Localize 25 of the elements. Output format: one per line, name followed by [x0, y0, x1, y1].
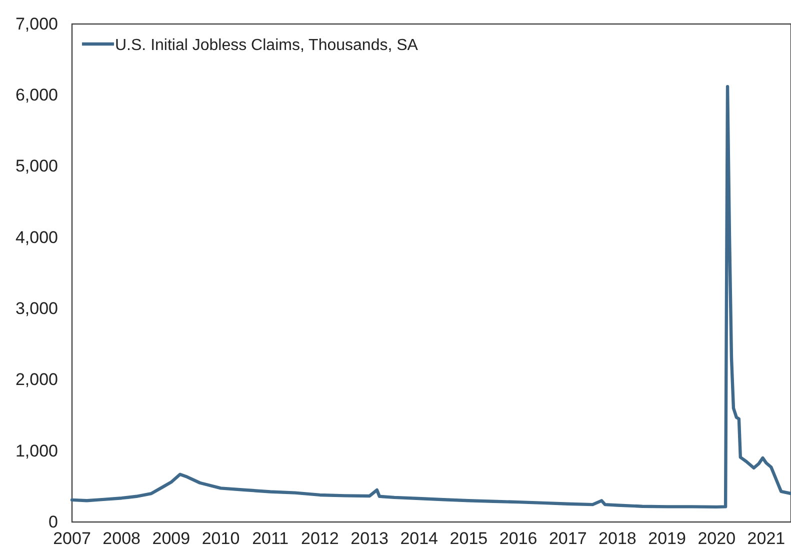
x-tick-label: 2009 — [152, 529, 190, 548]
x-tick-label: 2010 — [202, 529, 240, 548]
y-tick-label: 2,000 — [15, 370, 58, 390]
x-tick-label: 2011 — [252, 529, 289, 548]
x-tick-label: 2008 — [102, 529, 140, 548]
x-tick-label: 2017 — [548, 529, 587, 548]
x-tick-label: 2012 — [301, 529, 339, 548]
y-tick-label: 3,000 — [15, 299, 58, 318]
y-tick-label: 7,000 — [15, 14, 58, 34]
x-tick-label: 2018 — [598, 529, 636, 548]
y-tick-label: 6,000 — [15, 86, 58, 105]
x-tick-label: 2020 — [698, 529, 736, 548]
x-tick-label: 2007 — [53, 529, 91, 548]
x-tick-label: 2013 — [350, 529, 388, 548]
legend-label: U.S. Initial Jobless Claims, Thousands, SA — [115, 37, 418, 54]
y-tick-label: 1,000 — [15, 441, 58, 460]
y-tick-label: 0 — [48, 512, 58, 532]
y-tick-label: 4,000 — [15, 228, 58, 247]
y-tick-label: 5,000 — [15, 156, 58, 176]
x-tick-label: 2021 — [747, 529, 786, 548]
x-tick-label: 2015 — [450, 529, 488, 548]
line-series — [70, 85, 791, 509]
x-tick-label: 2014 — [400, 529, 438, 548]
x-tick-label: 2016 — [499, 529, 538, 548]
x-tick-label: 2019 — [648, 529, 686, 548]
